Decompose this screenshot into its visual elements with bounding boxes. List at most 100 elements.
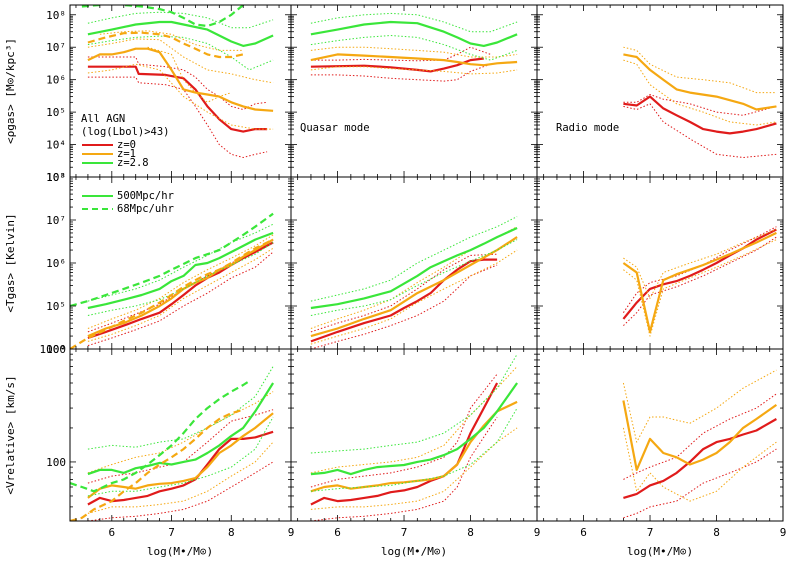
series-line-z1-dotted-5 [310, 427, 518, 510]
series-line-z0-solid-0 [87, 430, 274, 506]
series-line-z0-dotted-1 [622, 226, 777, 313]
series-line-z2-dotted-7 [310, 12, 518, 33]
series-line-z0-dotted-1 [87, 409, 274, 484]
axes-frame-r2-c1 [290, 348, 538, 522]
panel-r1-c1 [310, 216, 518, 349]
xtick-label-c2-3: 9 [780, 526, 787, 539]
series-line-z2-dashed-10 [70, 212, 274, 308]
panel-r2-c0 [70, 366, 275, 521]
ytick-label-r0-3: 10⁶ [46, 74, 66, 87]
mode-label-radio: Radio mode [556, 122, 619, 134]
series-line-z2-dotted-8 [87, 35, 274, 71]
series-line-z2-solid-6 [87, 20, 274, 48]
ytick-label-r0-1: 10⁴ [46, 139, 66, 152]
axes-layer: 10³ 10⁴ 10⁵ 10⁶ 10⁷ 10⁸ 10⁴ 10⁵ 10⁶ 10⁷ 10⁸ 100 1000… [40, 4, 787, 539]
series-line-z2-dotted-7 [310, 216, 518, 302]
series-line-z1-solid-3 [310, 400, 518, 493]
series-line-z1-dotted-11 [147, 46, 232, 103]
ytick-label-r2-0: 100 [46, 456, 66, 469]
xtick-label-c0-0: 6 [108, 526, 115, 539]
xlabel-col-0: log(M•/M⊙) [147, 545, 213, 558]
xtick-label-c2-2: 8 [713, 526, 720, 539]
series-line-z0-solid-0 [623, 95, 777, 135]
series-line-z1-solid-3 [623, 53, 777, 111]
series-line-z1-dashed-9 [87, 31, 244, 59]
series-line-z0-dotted-1 [87, 56, 268, 110]
series-line-z1-solid-3 [87, 47, 274, 112]
series-line-z1-dotted-4 [622, 369, 777, 443]
series-line-z2-solid-6 [87, 231, 274, 310]
axes-frame-r0-c2 [536, 4, 784, 178]
series-line-z0-solid-0 [87, 65, 268, 133]
series-line-z2-dashed-10 [70, 380, 250, 493]
ytick-label-r1-2: 10⁶ [46, 257, 66, 270]
panels-layer: 10³ 10⁴ 10⁵ 10⁶ 10⁷ 10⁸ 10⁴ 10⁵ 10⁶ 10⁷ 10⁸ 100 1000… [40, 4, 787, 539]
series-line-z1-dotted-4 [310, 366, 518, 474]
axes-frame-r2-c2 [536, 348, 784, 522]
ytick-label-r1-4: 10⁸ [46, 171, 66, 184]
legend-title-line-2: (log(Lbol)>43) [81, 126, 170, 138]
ytick-label-r0-4: 10⁷ [46, 41, 66, 54]
legend-redshift: All AGN (log(Lbol)>43) z=0 z=1 z=2.8 [81, 113, 170, 169]
series-line-z0-solid-0 [310, 258, 498, 343]
series-line-z2-solid-6 [87, 382, 275, 476]
series-line-z1-dotted-4 [87, 234, 274, 329]
panel-r1-c2 [622, 226, 777, 337]
series-line-z0-dotted-1 [310, 46, 491, 62]
legend-label-z1: z=1 [117, 148, 136, 160]
series-line-z2-dotted-7 [87, 11, 274, 29]
ytick-label-r0-2: 10⁵ [46, 106, 66, 119]
series-line-z2-dotted-7 [87, 223, 274, 302]
series-line-z2-dotted-8 [310, 35, 518, 61]
ytick-label-r2-1: 1000 [40, 343, 67, 356]
series-line-z1-solid-3 [310, 236, 518, 338]
ylabel-row-2: <Vrelative> [km/s] [4, 375, 17, 494]
legend-title-line-1: All AGN [81, 113, 125, 125]
legend-label-z0: z=0 [117, 139, 136, 151]
ytick-label-r1-3: 10⁷ [46, 214, 66, 227]
panel-r2-c2 [622, 369, 778, 519]
series-line-z2-dotted-7 [87, 366, 274, 450]
series-line-z0-dotted-1 [623, 94, 777, 116]
series-line-z1-dotted-5 [623, 239, 777, 337]
xlabel-col-1: log(M•/M⊙) [381, 545, 447, 558]
mode-label-quasar: Quasar mode [300, 122, 370, 134]
xtick-label-c0-2: 8 [228, 526, 235, 539]
series-line-z1-dotted-4 [623, 229, 777, 299]
series-line-z0-dotted-1 [623, 393, 777, 480]
panel-r1-c0 [70, 212, 274, 349]
legend-label-68mpc: 68Mpc/uhr [117, 203, 174, 215]
xtick-label-c0-3: 9 [288, 526, 295, 539]
series-line-z2-dotted-7 [310, 353, 518, 454]
axes-frame-r1-c0 [69, 176, 292, 350]
panel-r0-c0 [81, 5, 274, 158]
xtick-label-c0-1: 7 [168, 526, 175, 539]
ylabel-row-0: <ρgas> [M⊙/kpc³] [4, 38, 17, 144]
legend-resolution: 500Mpc/hr 68Mpc/uhr [82, 190, 174, 215]
series-line-z1-solid-3 [87, 412, 274, 499]
series-line-z1-solid-3 [622, 231, 777, 333]
series-line-z1-dashed-9 [70, 238, 274, 349]
panel-r0-c1 [310, 12, 518, 82]
series-line-z1-dotted-5 [87, 247, 274, 342]
series-line-z0-dotted-1 [310, 253, 498, 333]
series-line-z0-dotted-2 [623, 448, 777, 519]
xtick-label-c2-1: 7 [647, 526, 654, 539]
series-line-z2-dotted-8 [87, 416, 274, 497]
panel-r2-c1 [310, 353, 518, 521]
series-line-z1-dotted-5 [87, 441, 274, 514]
series-line-z0-dotted-2 [310, 264, 498, 349]
axes-frame-r1-c1 [290, 176, 538, 350]
ytick-label-r0-0: 10³ [46, 171, 66, 184]
series-line-z2-dashed-12 [81, 5, 244, 28]
series-line-z1-dotted-5 [87, 63, 274, 130]
series-line-z2-solid-6 [310, 20, 518, 48]
xtick-label-c1-2: 8 [467, 526, 474, 539]
series-line-z1-dotted-5 [622, 427, 777, 502]
xtick-label-c1-0: 6 [334, 526, 341, 539]
xtick-label-c2-0: 6 [580, 526, 587, 539]
series-line-z1-solid-3 [310, 53, 518, 67]
series-line-z0-dotted-2 [310, 63, 491, 82]
series-line-z2-dotted-8 [310, 407, 518, 492]
